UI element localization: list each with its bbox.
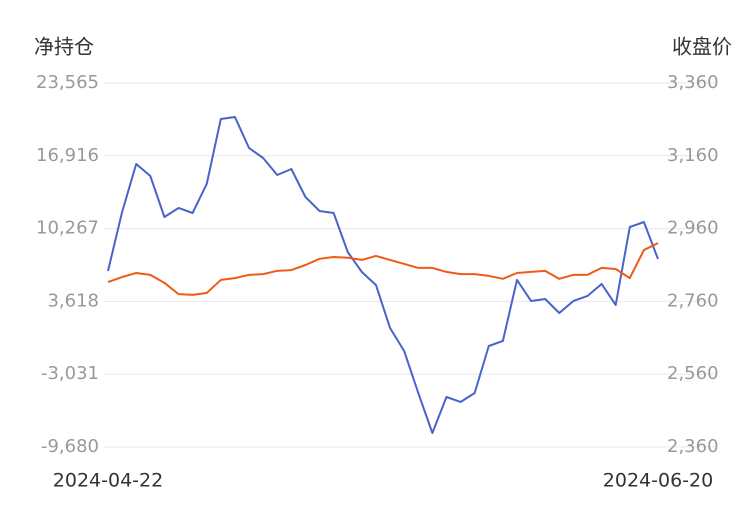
y2-axis-title: 收盘价	[672, 35, 732, 59]
y2-tick-label: 2,960	[667, 218, 719, 239]
y2-tick-label: 2,760	[667, 290, 719, 311]
y2-tick-label: 2,360	[667, 436, 719, 457]
y-tick-label: 10,267	[36, 218, 99, 239]
y-tick-label: -3,031	[41, 363, 99, 384]
x-tick-label: 2024-06-20	[603, 470, 713, 492]
series-line	[107, 115, 659, 434]
y2-tick-label: 3,360	[667, 72, 719, 93]
y-tick-label: -9,680	[41, 436, 99, 457]
y2-tick-label: 3,160	[667, 145, 719, 166]
y-tick-label: 16,916	[36, 145, 99, 166]
y-tick-label: 3,618	[47, 290, 99, 311]
y-tick-label: 23,565	[36, 72, 99, 93]
y2-tick-label: 2,560	[667, 363, 719, 384]
series-line	[107, 242, 659, 296]
y-axis-title: 净持仓	[34, 35, 94, 59]
x-tick-label: 2024-04-22	[53, 470, 163, 492]
